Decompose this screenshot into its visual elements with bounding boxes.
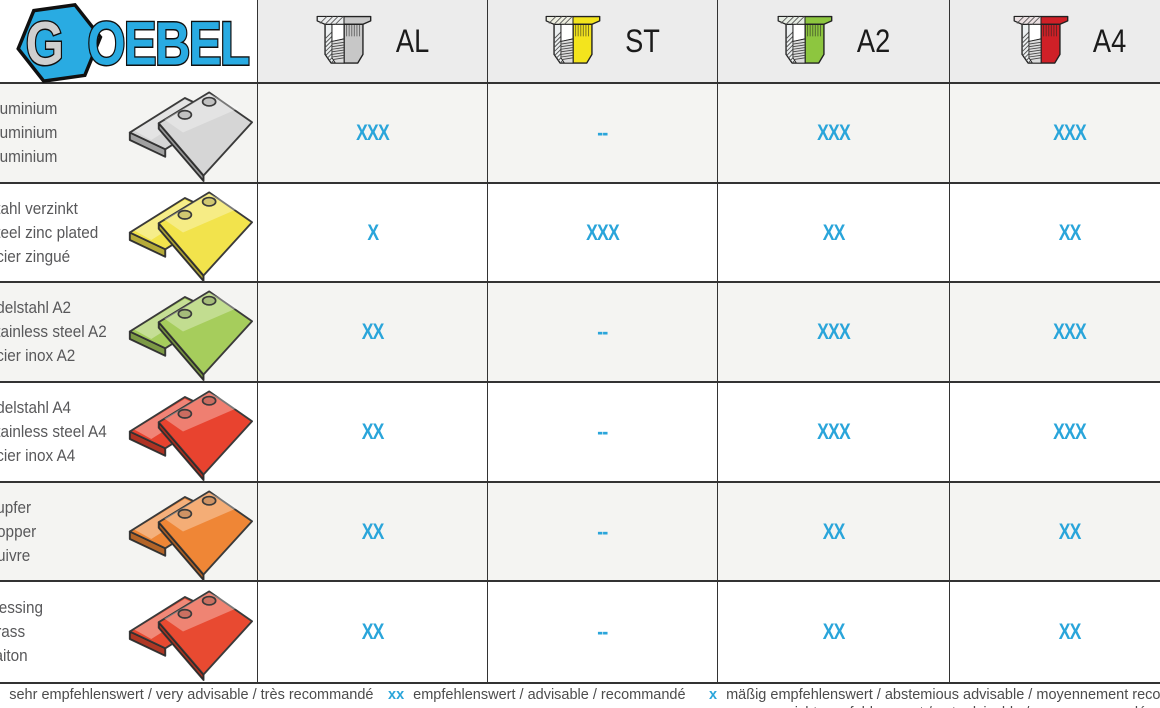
rating-cell: XXX bbox=[950, 383, 1160, 483]
rating-cell: XX bbox=[258, 283, 488, 384]
rating-cell: XX bbox=[718, 482, 950, 583]
legend-marker: -- bbox=[768, 705, 778, 708]
legend-item-advisable: xx empfehlenswert / advisable / recomman… bbox=[388, 687, 686, 703]
rating-cell: XXX bbox=[258, 84, 488, 184]
rating-cell: XXX bbox=[718, 283, 950, 384]
rating-cell: XX bbox=[258, 582, 488, 683]
rating-cell: XX bbox=[258, 383, 488, 483]
material-row-stainless-a2: Edelstahl A2 Stainless steel A2 Acier in… bbox=[0, 283, 258, 384]
legend-footer: xxx sehr empfehlenswert / very advisable… bbox=[0, 682, 1160, 708]
column-header-st: ST bbox=[488, 0, 718, 84]
material-labels: Edelstahl A4 Stainless steel A4 Acier in… bbox=[0, 397, 107, 465]
logo-letter-g: G bbox=[26, 10, 64, 78]
rivet-nut-icon-a2 bbox=[774, 13, 836, 70]
compatibility-table: G OEBEL AL ST A2 A4 Aluminium Aluminium bbox=[0, 0, 1160, 683]
legend-item-moderately-advisable: x mäßig empfehlenswert / abstemious advi… bbox=[709, 687, 1160, 703]
legend-text: mäßig empfehlenswert / abstemious advisa… bbox=[726, 687, 1160, 703]
rating-cell: X bbox=[258, 183, 488, 284]
rating-cell: XXX bbox=[950, 84, 1160, 184]
plates-icon-stainless-a2 bbox=[127, 283, 253, 381]
goebel-logo: G OEBEL bbox=[16, 3, 252, 83]
legend-text: empfehlenswert / advisable / recommandé bbox=[413, 687, 686, 703]
column-label-a2: A2 bbox=[856, 22, 891, 59]
rating-cell: XXX bbox=[718, 383, 950, 483]
rating-cell: XX bbox=[950, 482, 1160, 583]
material-row-brass: Messing Brass Laiton bbox=[0, 582, 258, 683]
material-row-stainless-a4: Edelstahl A4 Stainless steel A4 Acier in… bbox=[0, 383, 258, 483]
material-labels: Kupfer Copper Cuivre bbox=[0, 497, 37, 565]
plates-icon-stainless-a4 bbox=[127, 383, 253, 481]
legend-marker: x bbox=[709, 687, 718, 703]
plates-icon-aluminium bbox=[127, 84, 253, 182]
legend-item-not-advisable: -- nicht empfehlenswert / not advisable … bbox=[768, 705, 1146, 708]
column-header-a2: A2 bbox=[718, 0, 950, 84]
rating-cell: -- bbox=[488, 283, 718, 384]
plates-icon-copper bbox=[127, 483, 253, 581]
rating-cell: -- bbox=[488, 84, 718, 184]
brand-header-cell: G OEBEL bbox=[0, 0, 258, 84]
material-labels: Stahl verzinkt Steel zinc plated Acier z… bbox=[0, 198, 99, 266]
legend-text: nicht empfehlenswert / not advisable / n… bbox=[787, 705, 1146, 708]
column-label-st: ST bbox=[625, 22, 660, 59]
material-row-aluminium: Aluminium Aluminium Aluminium bbox=[0, 84, 258, 184]
rating-cell: -- bbox=[488, 582, 718, 683]
legend-item-very-advisable: xxx sehr empfehlenswert / very advisable… bbox=[0, 687, 373, 703]
hexagon-icon bbox=[16, 3, 103, 83]
rating-cell: XX bbox=[258, 482, 488, 583]
material-labels: Aluminium Aluminium Aluminium bbox=[0, 98, 58, 166]
rivet-nut-icon-steel bbox=[542, 13, 604, 70]
column-label-al: AL bbox=[395, 22, 430, 59]
rating-cell: XX bbox=[718, 183, 950, 284]
rating-cell: XX bbox=[950, 183, 1160, 284]
rivet-nut-icon-a4 bbox=[1010, 13, 1072, 70]
legend-text: sehr empfehlenswert / very advisable / t… bbox=[9, 687, 374, 703]
column-label-a4: A4 bbox=[1092, 22, 1127, 59]
rating-cell: XX bbox=[950, 582, 1160, 683]
rating-cell: -- bbox=[488, 383, 718, 483]
rating-cell: XXX bbox=[488, 183, 718, 284]
rivet-nut-icon-aluminium bbox=[313, 13, 375, 70]
rating-cell: XXX bbox=[950, 283, 1160, 384]
rating-cell: XXX bbox=[718, 84, 950, 184]
column-header-al: AL bbox=[258, 0, 488, 84]
column-header-a4: A4 bbox=[950, 0, 1160, 84]
plates-icon-steel-zinc bbox=[127, 184, 253, 282]
material-row-copper: Kupfer Copper Cuivre bbox=[0, 482, 258, 583]
rating-cell: -- bbox=[488, 482, 718, 583]
material-labels: Edelstahl A2 Stainless steel A2 Acier in… bbox=[0, 298, 107, 366]
logo-text: OEBEL bbox=[87, 10, 249, 78]
legend-marker: xx bbox=[388, 687, 405, 703]
rating-cell: XX bbox=[718, 582, 950, 683]
plates-icon-brass bbox=[127, 583, 253, 681]
material-row-steel-zinc: Stahl verzinkt Steel zinc plated Acier z… bbox=[0, 183, 258, 284]
material-labels: Messing Brass Laiton bbox=[0, 598, 43, 666]
